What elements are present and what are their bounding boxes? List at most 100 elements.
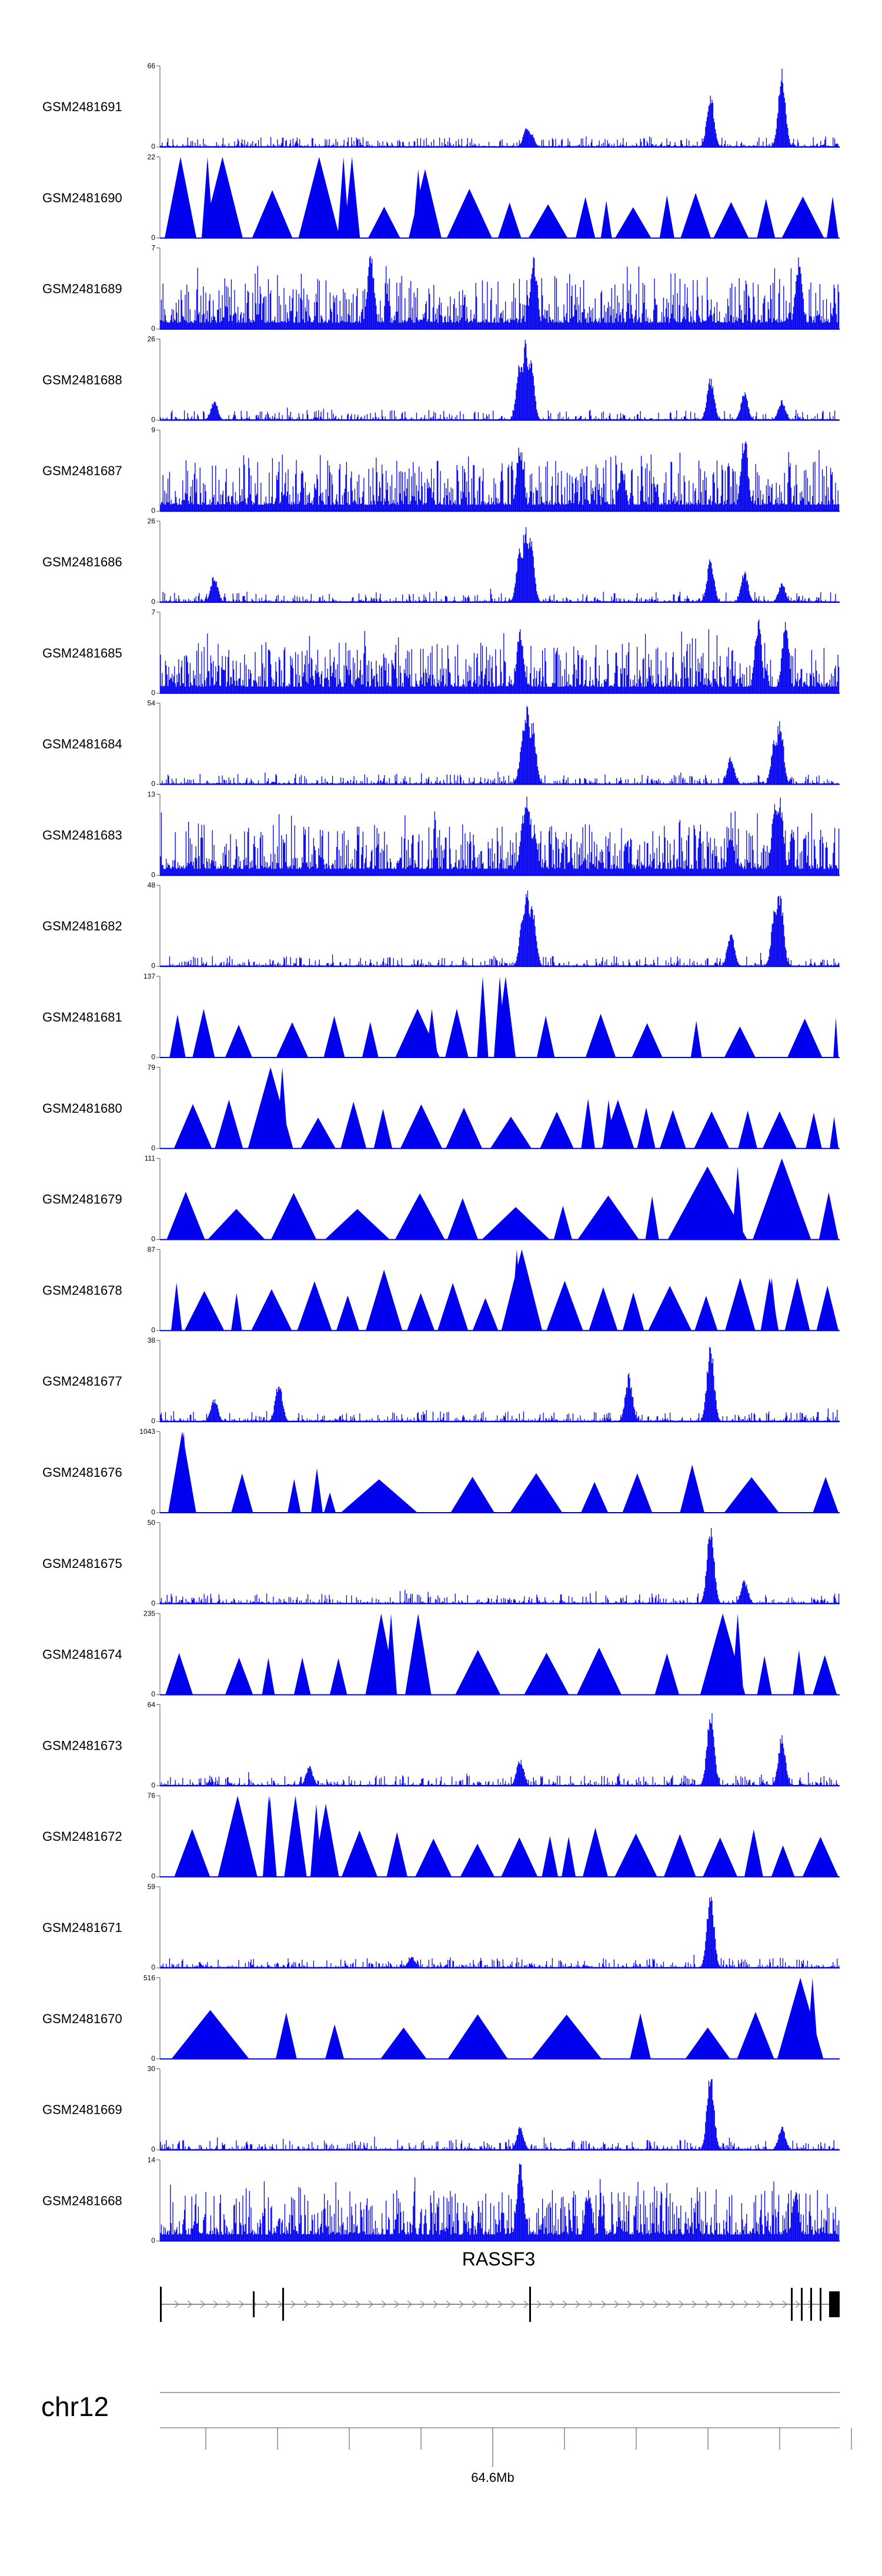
peak-mark (731, 1166, 744, 1240)
triangle-mark (583, 1827, 608, 1877)
triangle-mark (622, 1473, 653, 1513)
strand-arrow (420, 2300, 425, 2308)
triangle-mark (833, 1017, 838, 1057)
triangle-mark (787, 1019, 823, 1057)
signal-bars (160, 441, 840, 512)
triangle-mark (298, 156, 340, 238)
triangle-mark (437, 1283, 469, 1331)
strand-arrow (808, 2300, 813, 2308)
peak-mark (494, 976, 506, 1057)
y-max-label: 111 (145, 1154, 156, 1163)
track-GSM2481669: GSM2481669 30 0 (42, 2065, 840, 2154)
track-label: GSM2481685 (42, 646, 122, 660)
y-max-label: 13 (148, 790, 156, 798)
strand-arrow (394, 2300, 399, 2308)
track-GSM2481681: GSM2481681 137 0 (42, 972, 840, 1061)
triangle-mark (325, 2024, 345, 2059)
y-max-label: 50 (148, 1519, 156, 1527)
exon (253, 2291, 255, 2317)
triangle-mark (406, 1293, 435, 1331)
strand-arrow (381, 2300, 386, 2308)
strand-arrow (601, 2300, 606, 2308)
track-label: GSM2481683 (42, 827, 122, 842)
triangle-mark (341, 1830, 377, 1877)
peak-mark (510, 1249, 523, 1331)
track-label: GSM2481675 (42, 1556, 122, 1571)
signal-bars (160, 2163, 840, 2241)
y-min-label: 0 (151, 962, 155, 970)
triangle-mark (276, 1022, 309, 1057)
track-label: GSM2481671 (42, 1920, 122, 1935)
triangle-mark (472, 1298, 499, 1331)
triangle-mark (703, 1837, 738, 1877)
triangle-mark (297, 1281, 332, 1331)
triangle-mark (744, 1829, 763, 1877)
y-max-label: 87 (148, 1245, 156, 1253)
peak-mark (276, 1067, 289, 1149)
track-GSM2481671: GSM2481671 59 0 (42, 1883, 840, 1971)
triangle-mark (284, 1796, 307, 1877)
triangle-mark (663, 1834, 696, 1877)
triangle-mark (477, 976, 489, 1057)
y-max-label: 9 (151, 426, 155, 434)
triangle-mark (311, 1468, 323, 1513)
triangle-mark (659, 1110, 686, 1149)
track-label: GSM2481674 (42, 1647, 122, 1662)
track-label: GSM2481673 (42, 1738, 122, 1753)
signal-bars (160, 1897, 840, 1968)
triangle-mark (685, 2027, 730, 2059)
triangle-mark (288, 1479, 301, 1513)
y-min-label: 0 (151, 598, 155, 606)
triangle-mark (630, 2013, 651, 2059)
y-max-label: 38 (148, 1336, 156, 1344)
triangle-mark (395, 1193, 445, 1240)
strand-arrow (691, 2300, 697, 2308)
y-min-label: 0 (151, 325, 155, 333)
triangle-mark (793, 1650, 805, 1695)
triangle-mark (614, 207, 652, 238)
strand-arrow (407, 2300, 412, 2308)
y-min-label: 0 (151, 1053, 155, 1061)
chromosome-label: chr12 (41, 2391, 109, 2422)
signal-bars (160, 527, 840, 602)
triangle-mark (415, 1838, 452, 1877)
triangle-mark (827, 196, 838, 238)
triangle-mark (325, 1209, 390, 1240)
triangle-mark (184, 1291, 225, 1331)
y-max-label: 7 (151, 244, 155, 252)
triangle-mark (806, 1112, 822, 1149)
triangle-mark (737, 2011, 774, 2059)
triangle-mark (252, 190, 293, 238)
triangle-mark (293, 1657, 311, 1695)
triangle-mark (757, 199, 776, 238)
strand-arrow (679, 2300, 684, 2308)
triangle-mark (816, 1286, 838, 1331)
triangle-mark (654, 1653, 680, 1695)
strand-arrow (704, 2300, 710, 2308)
triangle-mark (724, 1477, 779, 1513)
y-min-label: 0 (151, 1599, 155, 1607)
track-GSM2481679: GSM2481679 111 0 (42, 1154, 840, 1243)
signal-bars (160, 890, 840, 967)
y-max-label: 26 (148, 335, 156, 343)
strand-arrow (472, 2300, 477, 2308)
track-label: GSM2481672 (42, 1829, 122, 1844)
triangle-mark (329, 1658, 348, 1695)
track-label: GSM2481668 (42, 2193, 122, 2208)
y-max-label: 79 (148, 1063, 156, 1072)
strand-arrow (782, 2300, 787, 2308)
strand-arrow (717, 2300, 723, 2308)
y-min-label: 0 (151, 1417, 155, 1425)
triangle-mark (600, 201, 612, 238)
exon (282, 2288, 284, 2321)
gene-name: RASSF3 (462, 2248, 535, 2270)
triangle-mark (580, 1481, 609, 1513)
y-max-label: 48 (148, 881, 156, 889)
triangle-mark (275, 2013, 297, 2059)
strand-arrow (769, 2300, 774, 2308)
track-label: GSM2481680 (42, 1101, 122, 1116)
y-min-label: 0 (151, 689, 155, 697)
triangle-mark (632, 1023, 663, 1057)
triangle-mark (490, 1116, 532, 1149)
triangle-mark (380, 2027, 427, 2059)
